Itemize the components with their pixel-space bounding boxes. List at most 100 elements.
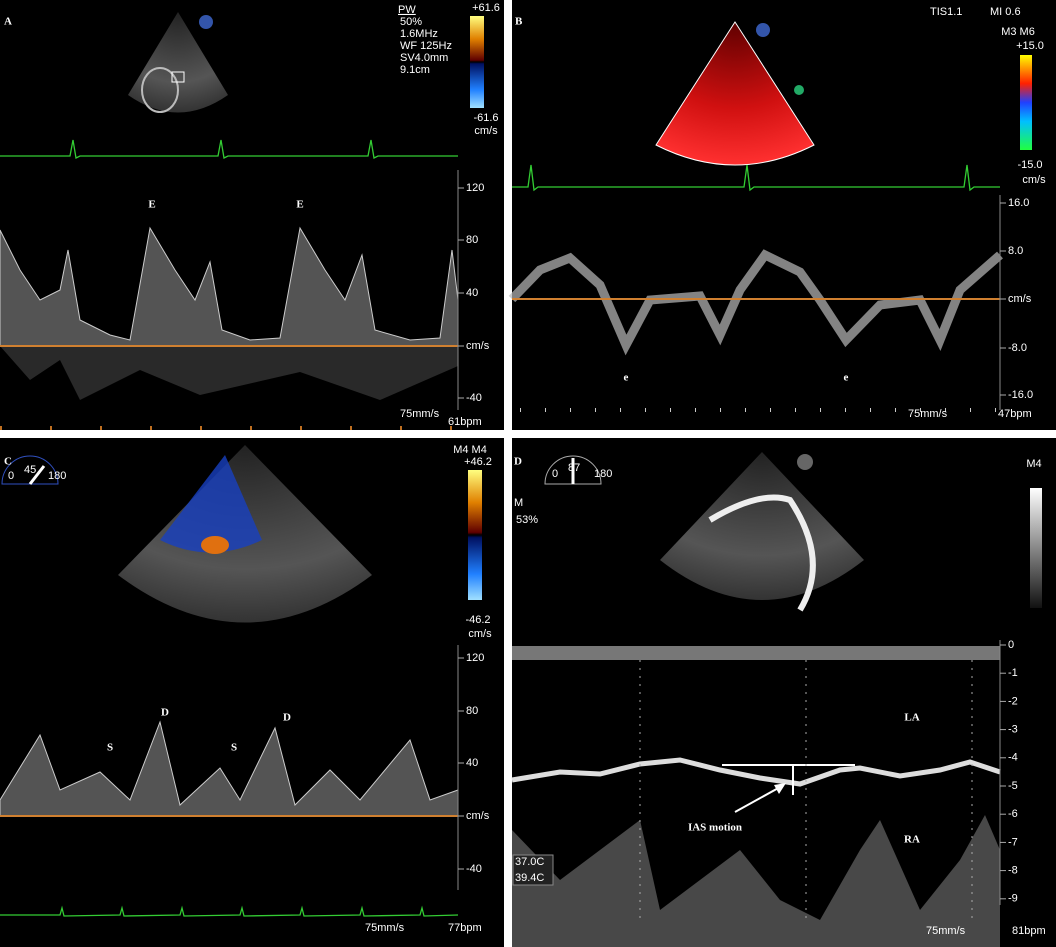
color-bar [470, 16, 484, 108]
scale-label: -8.0 [1008, 342, 1027, 354]
colorbar-label: -15.0 [1017, 159, 1042, 171]
tissue-doppler-sector [655, 21, 815, 166]
angle-indicator [1, 455, 59, 485]
probe-icon [199, 15, 213, 29]
echo-sector [128, 12, 228, 113]
footer-label: 75mm/s [365, 922, 405, 934]
setting: SV4.0mm [400, 52, 448, 64]
scale-label: cm/s [466, 340, 490, 352]
footer-label: 77bpm [448, 922, 482, 934]
color-bar [468, 470, 482, 600]
panel-label: A [4, 16, 12, 28]
colorbar-label: -61.6 [473, 112, 498, 124]
setting: MI 0.6 [990, 6, 1021, 18]
setting: 9.1cm [400, 64, 430, 76]
colorbar-label: cm/s [474, 125, 498, 137]
scale-label: -16.0 [1008, 389, 1033, 401]
scale-label: 16.0 [1008, 197, 1029, 209]
setting: 87 [568, 462, 580, 474]
setting: 50% [400, 16, 422, 28]
scale-label: 120 [466, 652, 484, 664]
setting: M [514, 497, 523, 509]
colorbar-label: cm/s [468, 628, 492, 640]
setting: 0 [8, 470, 14, 482]
scale-label: 40 [466, 287, 478, 299]
doppler-waveform [0, 226, 459, 347]
setting: TIS1.1 [930, 6, 962, 18]
annotation: e [844, 372, 849, 384]
doppler-below-baseline [0, 346, 458, 400]
setting: 1.6MHz [400, 28, 438, 40]
setting: PW [398, 4, 416, 16]
scale-label: -6 [1008, 808, 1018, 820]
colorbar-label: M3 M6 [1001, 26, 1035, 38]
scale-label: -40 [466, 392, 482, 404]
scale-label: cm/s [466, 810, 490, 822]
septum-echo [708, 494, 816, 612]
angle-indicator [544, 455, 602, 485]
annotation: IAS motion [688, 822, 742, 834]
scale-label: 120 [466, 182, 484, 194]
color-flow-jet [201, 536, 229, 554]
scale-label: 40 [466, 757, 478, 769]
footer-label: 61bpm [448, 416, 482, 428]
ecg-trace [0, 905, 459, 917]
setting: 180 [594, 468, 612, 480]
ecg-trace [512, 164, 1000, 192]
annotation: D [283, 712, 291, 724]
probe-icon [797, 454, 813, 470]
chamber-outline [141, 67, 179, 113]
footer-label: 81bpm [1012, 925, 1046, 937]
color-bar [1020, 55, 1032, 150]
panel-label: D [514, 456, 522, 468]
annotation: S [231, 742, 237, 754]
scale-label: 8.0 [1008, 245, 1023, 257]
scale-label: -3 [1008, 724, 1018, 736]
temperature-box [512, 854, 554, 886]
annotation: RA [904, 834, 920, 846]
temperature: 37.0C [515, 856, 544, 868]
angle-needle [28, 465, 46, 485]
footer-label: 75mm/s [400, 408, 440, 420]
probe-icon [756, 23, 770, 37]
colorbar-label: +46.2 [464, 456, 492, 468]
footer-label: 75mm/s [908, 408, 948, 420]
colorbar-label: M4 [1026, 458, 1041, 470]
colorbar-label: M4 M4 [453, 444, 487, 456]
panel-b [512, 0, 1056, 430]
setting: WF 125Hz [400, 40, 452, 52]
scale-label: -8 [1008, 865, 1018, 877]
panel-label: C [4, 456, 12, 468]
color-flow [160, 455, 262, 553]
scale-label: 80 [466, 234, 478, 246]
colorbar-label: +15.0 [1016, 40, 1044, 52]
arrow-head [774, 783, 786, 794]
annotation: S [107, 742, 113, 754]
temperature: 39.4C [515, 872, 544, 884]
colorbar-label: cm/s [1022, 174, 1046, 186]
scale-label: -1 [1008, 667, 1018, 679]
scale-label: -9 [1008, 893, 1018, 905]
colorbar-label: -46.2 [465, 614, 490, 626]
scale-label: 80 [466, 705, 478, 717]
annotation: E [296, 199, 303, 211]
footer-label: 47bpm [998, 408, 1032, 420]
scale-label: 0 [1008, 639, 1014, 651]
ias-trace [511, 757, 1001, 787]
ecg-trace [0, 139, 458, 159]
footer-label: 75mm/s [926, 925, 966, 937]
sample-volume [171, 71, 185, 83]
setting: 45 [24, 464, 36, 476]
panel-label: B [515, 16, 523, 28]
annotation: E [148, 199, 155, 211]
probe-marker [794, 85, 804, 95]
mmode-near-field [512, 646, 1000, 660]
scale-label: -2 [1008, 695, 1018, 707]
setting: 0 [552, 468, 558, 480]
color-bar [1030, 488, 1042, 608]
scale-label: -5 [1008, 780, 1018, 792]
doppler-waveform [0, 720, 459, 817]
colorbar-label: +61.6 [472, 2, 500, 14]
ra-wall-echoes [512, 815, 1000, 947]
